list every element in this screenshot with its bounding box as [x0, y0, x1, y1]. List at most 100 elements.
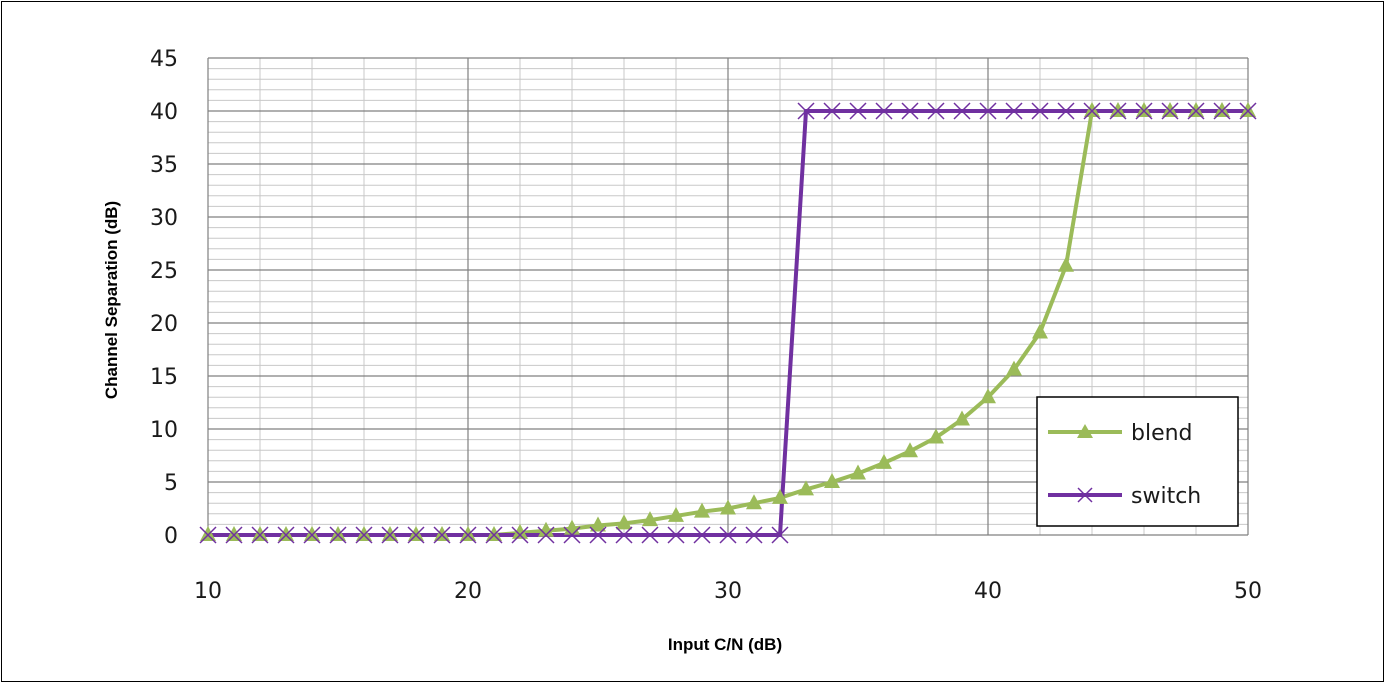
point-switch	[1213, 102, 1231, 120]
point-blend	[980, 388, 996, 404]
legend-item-blend: blend	[1048, 421, 1193, 446]
y-tick-label: 20	[150, 312, 178, 337]
point-switch	[1135, 102, 1153, 120]
point-blend	[460, 526, 476, 541]
point-switch	[927, 102, 945, 120]
point-switch	[693, 526, 711, 544]
point-switch	[641, 526, 659, 544]
point-switch	[797, 102, 815, 120]
point-blend	[226, 526, 242, 541]
point-switch	[979, 102, 997, 120]
legend-marker-switch	[1077, 487, 1093, 503]
point-switch	[667, 526, 685, 544]
point-switch	[823, 102, 841, 120]
point-blend	[304, 526, 320, 541]
legend-marker-blend	[1077, 424, 1093, 438]
point-switch	[1109, 102, 1127, 120]
point-blend	[356, 526, 372, 541]
point-switch	[485, 526, 503, 544]
point-blend	[1188, 102, 1204, 117]
y-tick-label: 35	[150, 153, 178, 178]
point-switch	[875, 102, 893, 120]
y-tick-label: 30	[150, 206, 178, 231]
y-tick-label: 5	[164, 471, 178, 496]
legend-box	[1036, 396, 1239, 527]
point-blend	[1162, 102, 1178, 117]
point-switch	[303, 526, 321, 544]
y-axis-title: Channel Separation (dB)	[102, 201, 121, 399]
x-tick-label: 50	[1234, 579, 1262, 604]
point-blend	[512, 523, 528, 539]
point-switch	[381, 526, 399, 544]
point-blend	[876, 453, 892, 469]
point-blend	[616, 514, 632, 530]
point-blend	[1032, 323, 1048, 339]
x-tick-label: 20	[454, 579, 482, 604]
point-switch	[589, 526, 607, 544]
point-blend	[668, 506, 684, 522]
point-switch	[251, 526, 269, 544]
series-layer	[199, 102, 1257, 544]
point-switch	[1083, 102, 1101, 120]
legend-label-switch: switch	[1131, 484, 1201, 509]
x-axis-title: Input C/N (dB)	[668, 635, 782, 654]
point-blend	[1136, 102, 1152, 117]
point-blend	[1240, 102, 1256, 117]
point-switch	[433, 526, 451, 544]
y-tick-label: 0	[164, 524, 178, 549]
y-tick-label: 40	[150, 100, 178, 125]
point-blend	[928, 428, 944, 444]
legend-label-blend: blend	[1131, 421, 1193, 446]
y-tick-label: 15	[150, 365, 178, 390]
y-tick-labels: 0 5 10 15 20 25 30 35 40 45	[150, 47, 178, 549]
point-blend	[720, 499, 736, 515]
point-switch	[407, 526, 425, 544]
point-blend	[850, 464, 866, 480]
legend: blend switch	[1036, 396, 1239, 527]
point-switch	[849, 102, 867, 120]
point-switch	[1187, 102, 1205, 120]
point-switch	[1239, 102, 1257, 120]
point-blend	[954, 410, 970, 426]
point-blend	[1214, 102, 1230, 117]
point-switch	[277, 526, 295, 544]
point-blend	[1110, 102, 1126, 117]
point-switch	[511, 526, 529, 544]
point-switch	[355, 526, 373, 544]
point-blend	[278, 526, 294, 541]
point-switch	[1005, 102, 1023, 120]
point-blend	[1084, 102, 1100, 117]
point-switch	[1031, 102, 1049, 120]
point-blend	[902, 442, 918, 458]
point-switch	[771, 526, 789, 544]
point-blend	[486, 526, 502, 541]
point-blend	[746, 494, 762, 510]
point-switch	[953, 102, 971, 120]
point-blend	[252, 526, 268, 541]
point-switch	[719, 526, 737, 544]
y-tick-label: 45	[150, 47, 178, 72]
point-switch	[329, 526, 347, 544]
point-blend	[408, 526, 424, 541]
point-blend	[824, 473, 840, 488]
y-tick-label: 25	[150, 259, 178, 284]
point-switch	[225, 526, 243, 544]
point-blend	[538, 521, 554, 537]
point-switch	[537, 526, 555, 544]
point-switch	[615, 526, 633, 544]
point-switch	[1057, 102, 1075, 120]
point-blend	[1006, 360, 1022, 376]
point-switch	[745, 526, 763, 544]
x-tick-labels: 10 20 30 40 50	[194, 579, 1262, 604]
point-switch	[199, 526, 217, 544]
point-blend	[798, 480, 814, 496]
point-switch	[563, 526, 581, 544]
point-blend	[694, 502, 710, 518]
point-blend	[200, 526, 216, 541]
y-tick-label: 10	[150, 418, 178, 443]
x-tick-label: 30	[714, 579, 742, 604]
point-blend	[590, 516, 606, 532]
point-switch	[1161, 102, 1179, 120]
